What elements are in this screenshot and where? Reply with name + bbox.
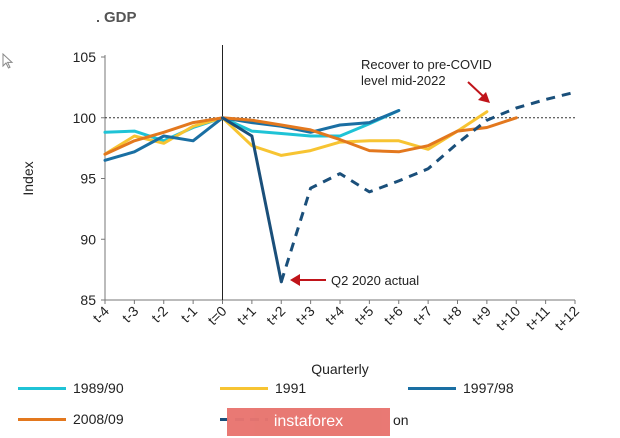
legend-swatch: [18, 418, 66, 421]
x-tick-label: t+10: [493, 303, 524, 334]
y-tick-label: 105: [73, 49, 97, 65]
x-tick-label: t+2: [263, 303, 289, 329]
series-line-unnamed-5: [279, 90, 576, 283]
y-axis-title: Index: [20, 161, 36, 195]
series-layer: [103, 90, 576, 284]
y-tick-label: 95: [80, 171, 96, 187]
x-axis-title: Quarterly: [311, 361, 369, 377]
x-tick-label: t+3: [292, 303, 318, 329]
mouse-pointer-icon: [2, 53, 14, 69]
series-line-2008-09: [103, 116, 518, 156]
x-tick-label: t+11: [523, 303, 553, 333]
x-tick-label: t+9: [469, 303, 495, 329]
series-line-1997-98: [103, 109, 401, 162]
x-tick-label: t=0: [204, 303, 230, 329]
legend-label: 2008/09: [73, 411, 124, 427]
legend-label: 1991: [275, 380, 307, 396]
chart-title: GDP: [104, 9, 137, 26]
title-bullet: [97, 20, 99, 22]
legend-label: 1997/98: [463, 380, 514, 396]
x-tick-label: t+7: [410, 303, 436, 329]
annotation-recover-arrow-shaft: [467, 81, 485, 98]
legend-swatch: [220, 387, 268, 390]
y-tick-label: 85: [80, 292, 96, 308]
annotation-q2-arrow-head: [290, 274, 300, 286]
x-tick-label: t-1: [177, 303, 200, 326]
legend-label: 1989/90: [73, 380, 124, 396]
legend-swatch: [18, 387, 66, 390]
legend-swatch: [408, 387, 456, 390]
series-line-unnamed-4: [221, 116, 283, 284]
y-tick-label: 100: [73, 110, 97, 126]
x-tick-label: t+8: [439, 303, 465, 329]
y-tick-label: 90: [80, 231, 96, 247]
annotation-recover-line-2: level mid-2022: [361, 73, 446, 88]
annotation-recover-line-1: Recover to pre-COVID: [361, 57, 492, 72]
x-tick-label: t-3: [119, 303, 142, 326]
x-tick-label: t+4: [322, 303, 348, 329]
series-line-1989-90: [103, 109, 401, 143]
x-tick-label: t+1: [234, 303, 260, 329]
annotation-q2-actual: Q2 2020 actual: [331, 273, 419, 288]
x-tick-label: t+6: [381, 303, 407, 329]
watermark-badge: instaforex: [227, 408, 390, 436]
x-tick-label: t-2: [148, 303, 171, 326]
x-tick-label: t+12: [551, 303, 582, 334]
legend-label-obscured-suffix: on: [393, 412, 409, 428]
x-tick-label: t+5: [351, 303, 377, 329]
annotation-recover-arrow-head: [478, 92, 490, 103]
